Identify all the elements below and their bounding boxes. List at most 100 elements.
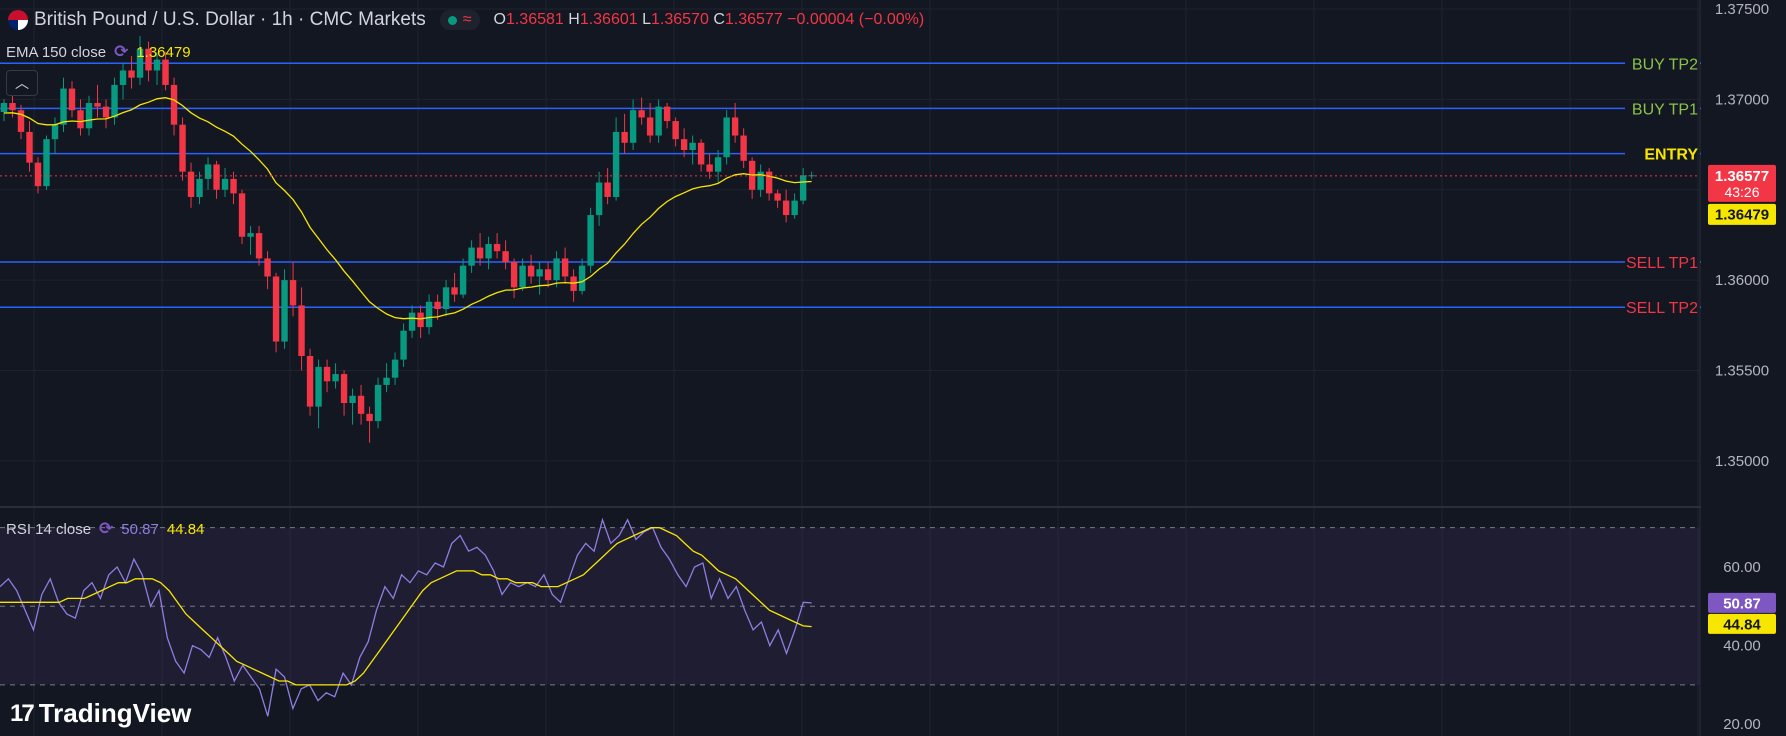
candle-body: [323, 366, 331, 382]
market-status[interactable]: ≈: [439, 10, 480, 30]
candle-body: [51, 124, 59, 140]
candle-body: [629, 110, 637, 143]
rsi-legend[interactable]: RSI 14 close ⟳ 50.87 44.84: [6, 519, 204, 539]
candle-body: [391, 359, 399, 378]
rsi-tick-label: 40.00: [1723, 638, 1761, 655]
candle-body: [315, 366, 322, 407]
close-value: 1.36577: [724, 11, 783, 28]
rsi-ma-legend-value: 44.84: [166, 520, 205, 538]
level-label: SELL TP2: [1626, 300, 1698, 317]
candle-body: [238, 193, 246, 237]
candle-body: [0, 103, 8, 113]
candle-body: [170, 84, 178, 125]
candle-body: [264, 258, 271, 277]
candle-body: [102, 106, 110, 118]
candle-body: [408, 312, 416, 331]
candle-body: [689, 142, 696, 150]
chevron-up-icon: ︿: [15, 75, 29, 91]
candle-body: [281, 280, 288, 342]
collapse-legend-button[interactable]: ︿: [6, 70, 38, 96]
high-value: 1.36601: [579, 11, 638, 28]
candle-body: [604, 182, 611, 197]
rsi-tick-label: 60.00: [1723, 559, 1761, 576]
rsi-ma-value-text: 44.84: [1723, 616, 1761, 633]
candle-body: [723, 117, 730, 158]
open-value: 1.36581: [505, 11, 564, 28]
candle-body: [578, 265, 586, 291]
candle-body: [714, 157, 722, 172]
rsi-pane: [0, 527, 1700, 686]
candle-body: [612, 131, 620, 197]
candle-body: [519, 265, 526, 288]
candle-body: [553, 258, 560, 281]
ema-price-text: 1.36479: [1715, 206, 1769, 223]
candle-body: [740, 135, 747, 161]
candle-body: [417, 312, 424, 328]
ema-price-tag: [1708, 203, 1776, 225]
price-tick-label: 1.35000: [1715, 453, 1769, 470]
current-price-text: 1.36577: [1715, 168, 1769, 185]
ema-legend[interactable]: EMA 150 close ⟳ 1.36479: [6, 42, 191, 62]
ema-series: [0, 97, 1700, 320]
candle-body: [340, 374, 348, 403]
candle-body: [247, 233, 254, 237]
candle-body: [697, 142, 705, 165]
price-tick-label: 1.35500: [1715, 362, 1769, 379]
candle-body: [213, 164, 220, 190]
candle-body: [791, 200, 798, 216]
candle-body: [468, 247, 475, 266]
symbol-title[interactable]: British Pound / U.S. Dollar · 1h · CMC M…: [34, 9, 426, 30]
candle-body: [366, 413, 373, 422]
high-label: H: [568, 11, 580, 28]
ohlc-values: O1.36581 H1.36601 L1.36570 C1.36577 −0.0…: [494, 11, 925, 29]
candle-body: [476, 247, 484, 259]
candle-body: [442, 287, 450, 310]
rsi-legend-label: RSI 14 close: [6, 520, 92, 538]
candle-body: [221, 178, 229, 190]
candle-body: [485, 243, 492, 259]
price-axis[interactable]: 1.37500 1.37000 1.36000 1.35500 1.35000 1.365…: [1701, 0, 1786, 736]
candle-body: [782, 200, 790, 216]
candle-body: [672, 121, 679, 140]
candle-body: [111, 84, 118, 118]
candle-body: [145, 48, 152, 71]
candle-body: [289, 280, 297, 306]
tradingview-logo[interactable]: 17 TradingView: [10, 698, 191, 729]
symbol-header: British Pound / U.S. Dollar · 1h · CMC M…: [8, 9, 924, 31]
candle-body: [9, 103, 16, 111]
candle-body: [298, 305, 305, 357]
level-label: ENTRY: [1644, 147, 1698, 164]
candle-body: [400, 330, 407, 360]
candle-body: [153, 59, 161, 71]
candle-body: [196, 178, 203, 197]
candle-body: [459, 265, 467, 295]
candle-body: [561, 258, 569, 277]
ema-legend-value: 1.36479: [136, 43, 191, 61]
price-tick-label: 1.36000: [1715, 272, 1769, 289]
candle-body: [204, 164, 212, 179]
rsi-value-tag: [1708, 592, 1776, 613]
candle-body: [60, 88, 67, 125]
candle-body: [272, 276, 280, 342]
candle-body: [493, 243, 501, 252]
level-label: BUY TP1: [1632, 101, 1698, 118]
candle-body: [774, 193, 781, 201]
refresh-icon[interactable]: ⟳: [99, 519, 114, 538]
candle-body: [179, 124, 186, 172]
candle-body: [765, 171, 773, 194]
level-label: BUY TP2: [1632, 56, 1698, 73]
ema-legend-label: EMA 150 close: [6, 43, 107, 61]
candle-body: [128, 70, 135, 78]
refresh-icon[interactable]: ⟳: [114, 42, 129, 61]
rsi-tick-label: 20.00: [1723, 716, 1761, 733]
candle-body: [136, 48, 144, 78]
close-label: C: [713, 11, 725, 28]
rsi-legend-value: 50.87: [121, 520, 159, 538]
candle-body: [77, 110, 84, 129]
candle-body: [646, 117, 654, 136]
low-value: 1.36570: [651, 11, 709, 28]
candle-body: [799, 175, 807, 201]
